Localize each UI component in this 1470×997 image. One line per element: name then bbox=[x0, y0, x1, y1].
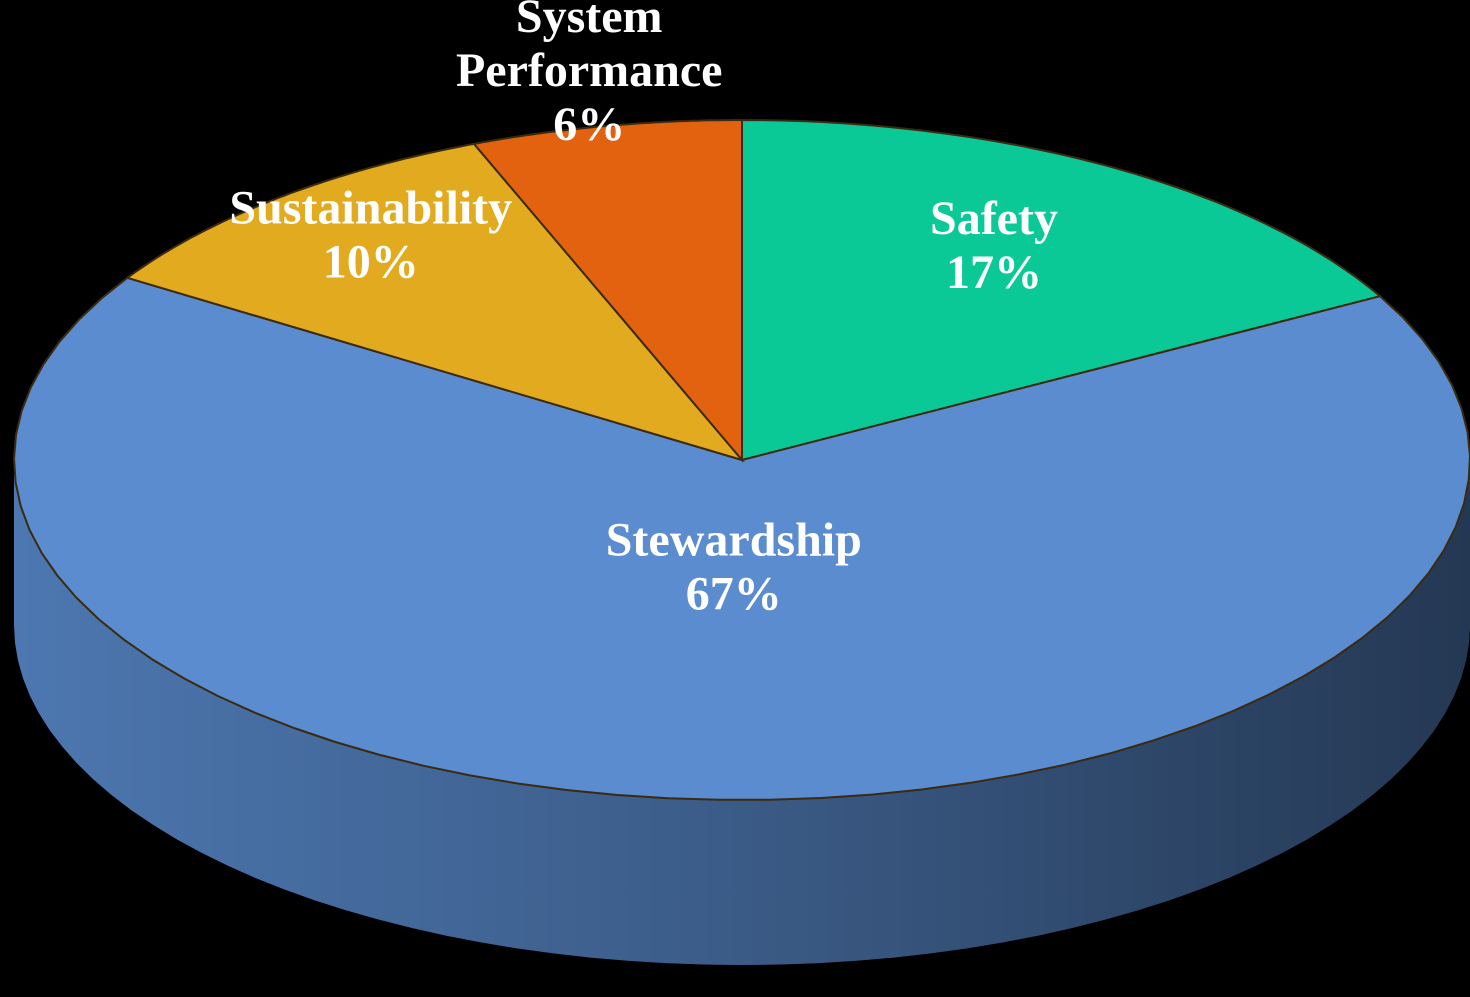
pie-slice bbox=[472, 119, 743, 463]
data-label-line: System bbox=[516, 0, 663, 43]
data-label-value: 67% bbox=[686, 567, 782, 620]
data-label-line: Performance bbox=[456, 44, 723, 97]
pie-side-shade bbox=[14, 460, 1470, 965]
data-label-name: System Performance bbox=[456, 0, 723, 97]
data-label-name: Safety bbox=[930, 192, 1058, 245]
data-label-value: 10% bbox=[323, 235, 419, 288]
data-label-line: Stewardship bbox=[606, 513, 862, 566]
data-label-value: 6% bbox=[553, 98, 625, 151]
data-label-line: Sustainability bbox=[229, 181, 512, 234]
pie-slice bbox=[741, 118, 1383, 462]
pie-slice bbox=[12, 276, 1470, 801]
data-label-line: Safety bbox=[930, 192, 1058, 245]
data-label-name: Stewardship bbox=[606, 513, 862, 566]
data-label-name: Sustainability bbox=[229, 181, 512, 234]
pie-slice bbox=[125, 142, 745, 462]
data-label-value: 17% bbox=[946, 246, 1042, 299]
